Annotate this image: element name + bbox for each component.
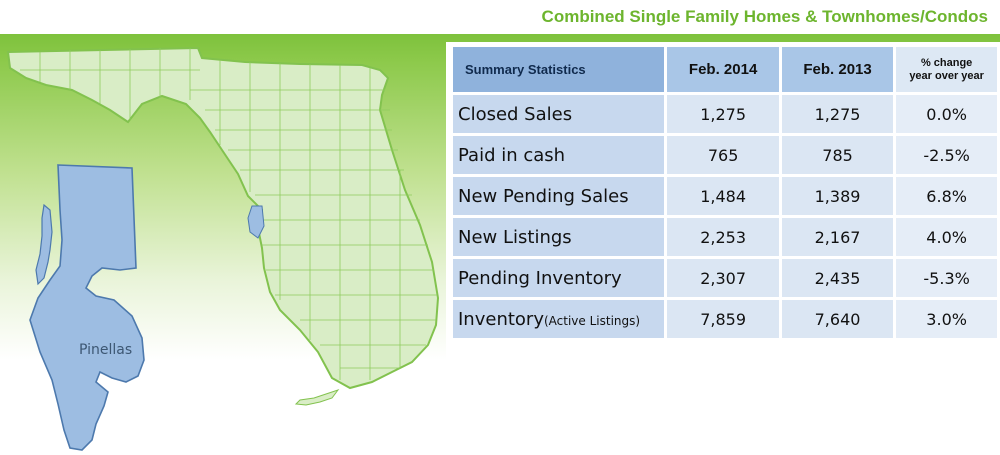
- row-label-sub: (Active Listings): [543, 313, 641, 328]
- value-feb-2013: 2,167: [781, 218, 894, 256]
- pinellas-label: Pinellas: [79, 342, 133, 358]
- row-label-main: Inventory: [458, 308, 544, 330]
- header-feb-2013: Feb. 2013: [781, 47, 894, 92]
- value-feb-2013: 785: [781, 136, 894, 174]
- value-feb-2014: 2,307: [667, 259, 779, 297]
- table-row: New Pending Sales 1,484 1,389 6.8%: [453, 177, 997, 215]
- pinellas-small-highlight: [247, 205, 265, 239]
- summary-statistics-table: Summary Statistics Feb. 2014 Feb. 2013 %…: [450, 44, 1000, 341]
- title-band: [0, 0, 1000, 34]
- value-feb-2013: 7,640: [781, 300, 894, 338]
- row-label: New Pending Sales: [453, 177, 665, 215]
- county-borders: [20, 48, 437, 380]
- header-percent-change-line1: % change: [920, 56, 973, 69]
- header-feb-2014: Feb. 2014: [667, 47, 779, 92]
- header-percent-change: % change year over year: [896, 47, 997, 92]
- value-change: -5.3%: [896, 259, 997, 297]
- value-feb-2014: 2,253: [667, 218, 779, 256]
- table-row: Inventory(Active Listings) 7,859 7,640 3…: [453, 300, 997, 338]
- pinellas-county-shape: [29, 164, 145, 451]
- header-summary-statistics: Summary Statistics: [453, 47, 665, 92]
- page-title: Combined Single Family Homes & Townhomes…: [541, 7, 988, 26]
- table-header-row: Summary Statistics Feb. 2014 Feb. 2013 %…: [453, 47, 997, 92]
- value-change: -2.5%: [896, 136, 997, 174]
- row-label: Inventory(Active Listings): [453, 300, 665, 338]
- value-feb-2014: 1,275: [667, 95, 779, 133]
- florida-state-shape: [6, 46, 440, 390]
- row-label: Closed Sales: [453, 95, 665, 133]
- table-row: Closed Sales 1,275 1,275 0.0%: [453, 95, 997, 133]
- value-feb-2014: 1,484: [667, 177, 779, 215]
- value-feb-2013: 1,275: [781, 95, 894, 133]
- table-row: New Listings 2,253 2,167 4.0%: [453, 218, 997, 256]
- value-feb-2013: 1,389: [781, 177, 894, 215]
- row-label: New Listings: [453, 218, 665, 256]
- value-change: 3.0%: [896, 300, 997, 338]
- value-feb-2014: 765: [667, 136, 779, 174]
- barrier-island-shape: [35, 203, 53, 286]
- florida-map: [6, 46, 440, 451]
- value-change: 0.0%: [896, 95, 997, 133]
- value-feb-2013: 2,435: [781, 259, 894, 297]
- row-label: Pending Inventory: [453, 259, 665, 297]
- table-row: Pending Inventory 2,307 2,435 -5.3%: [453, 259, 997, 297]
- value-change: 6.8%: [896, 177, 997, 215]
- florida-keys: [294, 389, 340, 406]
- row-label: Paid in cash: [453, 136, 665, 174]
- value-change: 4.0%: [896, 218, 997, 256]
- table-row: Paid in cash 765 785 -2.5%: [453, 136, 997, 174]
- value-feb-2014: 7,859: [667, 300, 779, 338]
- header-percent-change-line2: year over year: [909, 69, 984, 82]
